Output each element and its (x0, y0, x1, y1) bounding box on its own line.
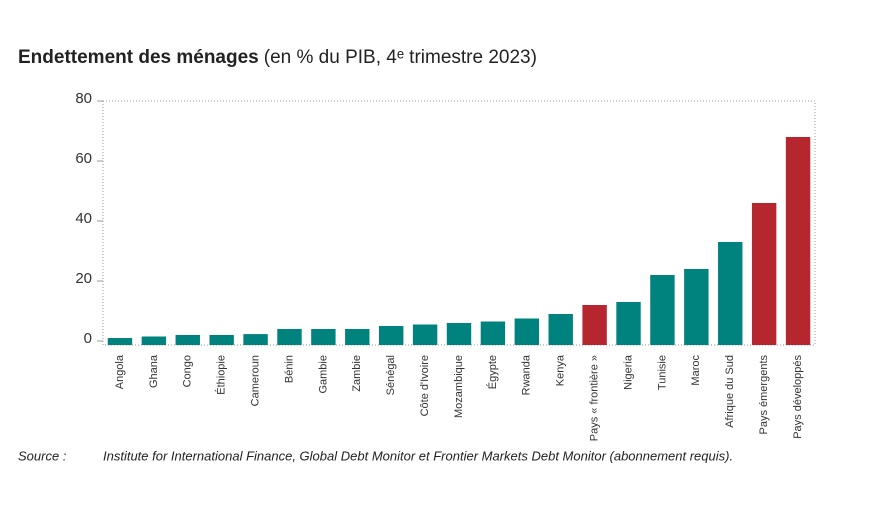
bar (378, 326, 404, 345)
x-tick-label: Cameroun (249, 355, 261, 406)
x-tick-label: Côte d'Ivoire (419, 355, 431, 416)
x-tick-label: Bénin (283, 355, 295, 383)
bar (480, 321, 506, 345)
bar (582, 305, 607, 345)
y-tick-label: 0 (84, 330, 92, 347)
y-tick-label: 60 (75, 150, 92, 167)
x-tick-label: Tunisie (656, 355, 668, 390)
bar (718, 242, 743, 345)
x-tick-label: Afrique du Sud (724, 355, 736, 428)
x-tick-label: Pays développés (792, 355, 804, 439)
bar (345, 329, 370, 345)
x-tick-label: Maroc (690, 355, 702, 386)
bar (684, 269, 709, 345)
x-tick-label: Congo (182, 355, 194, 387)
chart-title-line: Endettement des ménages (en % du PIB, 4ᵉ … (18, 47, 537, 68)
source-label: Source : (18, 448, 67, 463)
y-tick-label: 40 (75, 210, 92, 227)
x-tick-label: Pays émergents (758, 355, 770, 435)
x-tick-label: Égypte (486, 355, 499, 389)
bar (107, 338, 133, 345)
bar (175, 335, 200, 345)
x-tick-label: Nigeria (622, 354, 634, 390)
x-tick-label: Zambie (351, 355, 363, 392)
bar (785, 137, 811, 345)
bar (209, 335, 234, 345)
x-tick-label: Angola (114, 354, 126, 389)
bar (446, 323, 472, 345)
bar (514, 318, 540, 345)
bar (412, 324, 438, 345)
chart-title: Endettement des ménages (18, 47, 259, 68)
x-tick-label: Éthiopie (215, 355, 228, 395)
x-tick-label: Ghana (148, 354, 160, 388)
y-tick-label: 80 (75, 90, 92, 107)
x-tick-label: Rwanda (521, 354, 533, 395)
bar (650, 275, 675, 345)
bar (243, 334, 268, 345)
x-tick-label: Sénégal (385, 355, 397, 395)
bar (616, 302, 641, 345)
x-tick-label: Kenya (555, 354, 567, 386)
y-tick-label: 20 (75, 270, 92, 287)
x-tick-label: Mozambique (453, 355, 465, 418)
bar (548, 314, 573, 345)
bar (751, 203, 777, 345)
chart-subtitle: (en % du PIB, 4ᵉ trimestre 2023) (264, 47, 537, 68)
source-text: Institute for International Finance, Glo… (103, 448, 733, 463)
x-tick-label: Gambie (317, 355, 329, 394)
bar (277, 329, 302, 345)
bar (141, 336, 167, 345)
x-tick-label: Pays « frontière » (589, 355, 601, 441)
bar (311, 329, 336, 345)
